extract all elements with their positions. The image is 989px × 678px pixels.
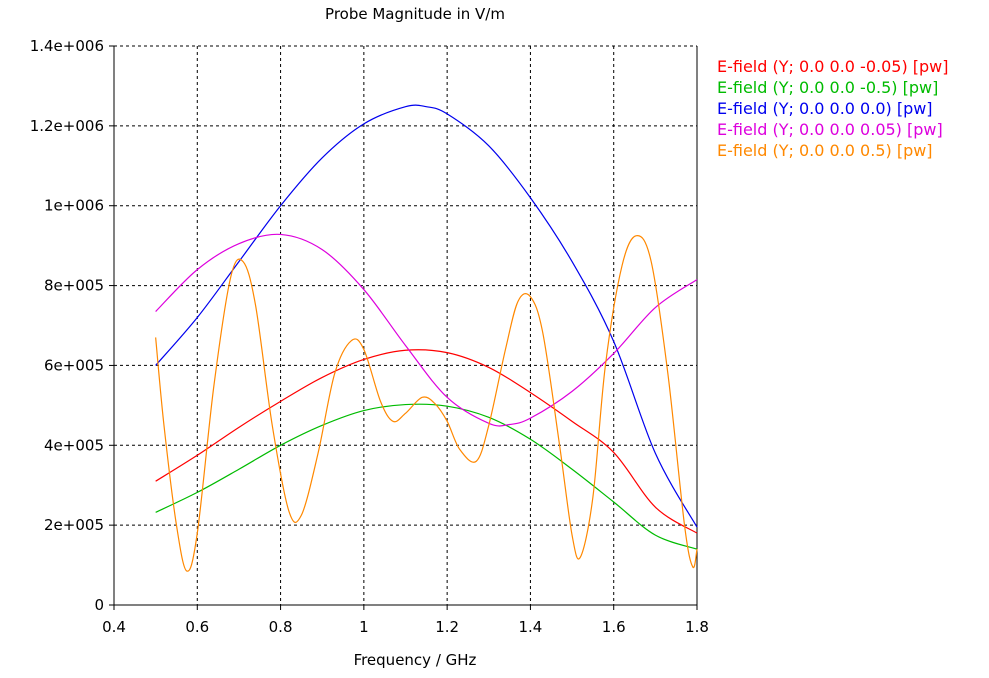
chart-title: Probe Magnitude in V/m [325,5,505,23]
legend: E-field (Y; 0.0 0.0 -0.05) [pw] E-field … [717,56,949,161]
series-line-2 [155,403,698,550]
legend-item: E-field (Y; 0.0 0.0 0.05) [pw] [717,120,943,139]
y-tick-label: 8e+005 [44,277,104,295]
y-tick-label: 6e+005 [44,356,104,374]
x-tick-label: 1.2 [435,618,459,636]
x-tick-label: 1.6 [602,618,626,636]
y-tick-label: 2e+005 [44,516,104,534]
legend-item: E-field (Y; 0.0 0.0 -0.5) [pw] [717,78,939,97]
grid [114,45,697,605]
x-tick-label: 1 [359,618,369,636]
series-line-4 [155,233,698,427]
x-tick-label: 0.8 [269,618,293,636]
x-axis-label: Frequency / GHz [354,651,477,669]
y-tick-label: 1.4e+006 [30,37,104,55]
axes [109,45,698,610]
y-tick-label: 0 [94,596,104,614]
y-tick-label: 1.2e+006 [30,117,104,135]
tick-labels: 0.4 0.6 0.8 1 1.2 1.4 1.6 1.8 0 2e+005 4e+005 6e+00… [30,37,709,636]
series-line-1 [155,349,698,534]
series-line-3 [155,104,698,528]
series-lines [155,104,698,572]
legend-item: E-field (Y; 0.0 0.0 -0.05) [pw] [717,57,949,76]
x-tick-label: 1.8 [685,618,709,636]
legend-item: E-field (Y; 0.0 0.0 0.5) [pw] [717,141,933,160]
legend-item: E-field (Y; 0.0 0.0 0.0) [pw] [717,99,933,118]
x-tick-label: 1.4 [518,618,542,636]
y-tick-label: 1e+006 [44,197,104,215]
plot-area [114,46,697,605]
x-tick-label: 0.4 [102,618,126,636]
series-line-5 [155,235,698,572]
y-tick-label: 4e+005 [44,436,104,454]
x-tick-label: 0.6 [185,618,209,636]
